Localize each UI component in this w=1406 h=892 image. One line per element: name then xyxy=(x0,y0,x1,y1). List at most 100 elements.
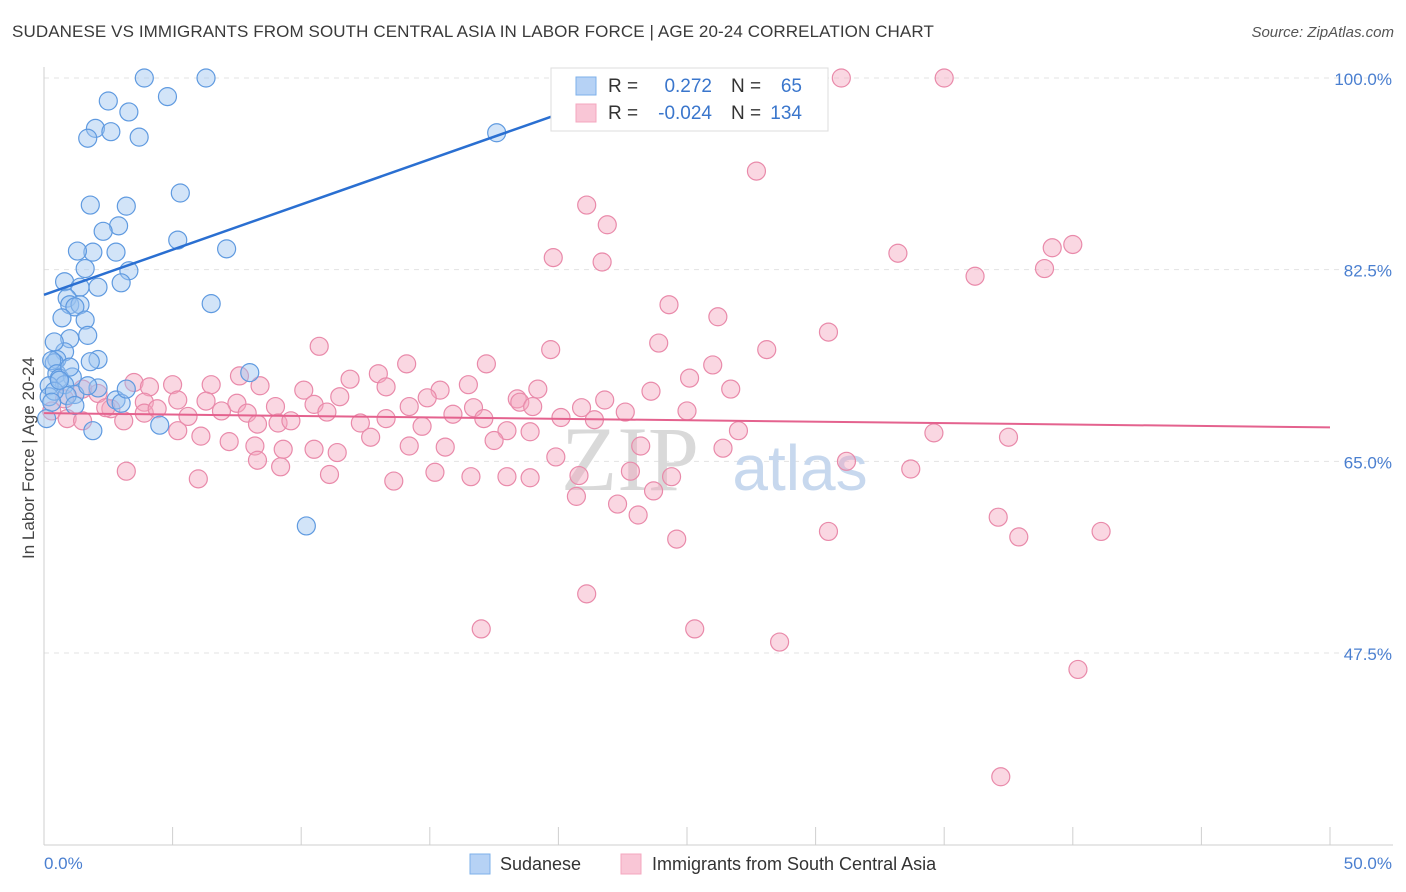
data-point xyxy=(1034,258,1055,279)
data-point xyxy=(191,426,211,446)
gridlines xyxy=(44,77,1394,654)
watermark-zip: ZIP xyxy=(561,408,699,510)
y-tick-labels: 47.5% 65.0% 82.5% 100.0% xyxy=(1334,70,1392,664)
stats-legend: R = 0.272 N = 65 R = -0.024 N = 134 xyxy=(550,67,829,132)
data-point xyxy=(281,411,301,431)
y-tick-label: 82.5% xyxy=(1344,262,1392,281)
data-point xyxy=(250,376,270,396)
data-point xyxy=(60,357,80,377)
y-tick-label: 47.5% xyxy=(1344,645,1392,664)
x-tick-label-max: 50.0% xyxy=(1344,854,1392,873)
data-point xyxy=(80,195,100,215)
data-point xyxy=(52,308,72,328)
data-point xyxy=(528,379,548,399)
data-point xyxy=(543,248,563,268)
data-point xyxy=(42,392,62,412)
data-point xyxy=(595,390,615,410)
data-point xyxy=(523,396,543,417)
legend-item-immigrants: Immigrants from South Central Asia xyxy=(652,854,937,874)
data-point xyxy=(361,427,381,447)
trend-line-sudanese xyxy=(43,112,559,297)
data-point xyxy=(1009,527,1029,547)
data-point xyxy=(831,68,851,88)
data-point xyxy=(196,391,216,411)
data-point xyxy=(49,370,70,390)
data-point xyxy=(615,402,635,422)
data-point xyxy=(111,393,131,413)
data-point xyxy=(520,468,540,488)
data-point xyxy=(571,398,592,418)
watermark-atlas: atlas xyxy=(732,432,867,504)
stat-r-label-2: R = xyxy=(608,103,638,124)
data-point xyxy=(96,398,116,418)
data-point xyxy=(75,310,95,330)
data-point xyxy=(327,442,347,463)
legend-swatch-blue xyxy=(575,76,597,96)
data-point xyxy=(116,461,136,481)
data-point xyxy=(399,436,419,456)
data-point xyxy=(296,516,316,536)
data-point xyxy=(93,221,113,241)
data-point xyxy=(111,273,131,293)
data-point xyxy=(83,242,103,262)
data-point xyxy=(607,494,628,514)
data-point xyxy=(728,421,749,441)
stat-n-label-2: N = xyxy=(731,103,761,124)
data-point xyxy=(319,464,340,485)
data-point xyxy=(211,401,232,421)
source-credit: Source: ZipAtlas.com xyxy=(1251,24,1394,41)
data-point xyxy=(80,352,100,372)
data-point xyxy=(721,379,741,399)
data-point xyxy=(134,403,154,423)
data-point xyxy=(679,368,700,388)
data-point xyxy=(818,521,839,542)
data-point xyxy=(476,354,496,374)
data-point xyxy=(836,451,857,471)
data-point xyxy=(988,507,1008,527)
chart-title: SUDANESE VS IMMIGRANTS FROM SOUTH CENTRA… xyxy=(12,22,934,41)
data-point xyxy=(965,266,985,286)
stat-r-label-1: R = xyxy=(608,76,638,97)
data-point xyxy=(273,439,293,459)
data-point xyxy=(435,437,455,457)
legend-item-sudanese-swatch xyxy=(469,853,491,875)
data-point xyxy=(1042,238,1062,258)
y-tick-label: 65.0% xyxy=(1344,453,1392,472)
data-point xyxy=(461,467,481,487)
y-axis-label: In Labor Force | Age 20-24 xyxy=(19,357,38,559)
data-point xyxy=(116,196,136,216)
stat-r-value-2: -0.024 xyxy=(658,103,712,124)
data-point xyxy=(150,415,170,435)
legend-item-immigrants-swatch xyxy=(620,853,642,875)
data-point xyxy=(769,632,790,652)
data-point xyxy=(72,411,93,431)
data-point xyxy=(412,416,432,436)
data-point xyxy=(998,427,1019,447)
data-point xyxy=(247,414,268,434)
data-point xyxy=(713,438,733,458)
series-sudanese-points xyxy=(36,68,507,536)
data-point xyxy=(417,388,437,408)
data-point xyxy=(65,297,85,317)
data-point xyxy=(443,404,463,424)
data-point xyxy=(67,241,88,261)
data-point xyxy=(88,349,108,370)
data-point xyxy=(170,183,190,203)
data-point xyxy=(592,252,612,272)
data-point xyxy=(309,336,329,356)
data-point xyxy=(245,436,265,456)
data-point xyxy=(65,395,85,416)
data-point xyxy=(139,377,160,397)
data-point xyxy=(201,294,221,314)
data-point xyxy=(1091,521,1111,542)
data-point xyxy=(229,366,250,386)
data-point xyxy=(597,215,617,235)
data-point xyxy=(708,307,728,327)
data-point xyxy=(649,333,669,353)
axes xyxy=(43,67,1393,846)
data-point xyxy=(643,481,664,501)
trend-line-immigrants xyxy=(43,412,1331,429)
trend-lines xyxy=(43,112,1331,429)
data-point xyxy=(566,486,587,506)
data-point xyxy=(178,406,198,427)
